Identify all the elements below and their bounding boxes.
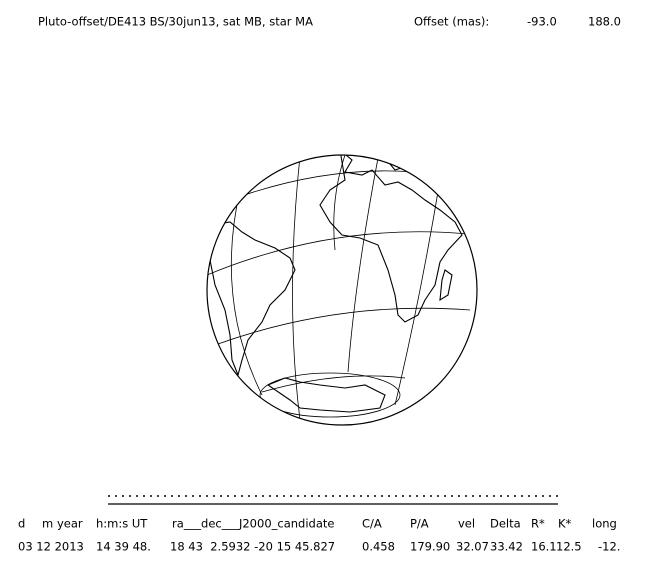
cell: 0.458 <box>362 540 395 554</box>
cell: 14 39 48. <box>96 540 151 554</box>
cell: 33.42 <box>490 540 523 554</box>
cell: 16.1 <box>531 540 557 554</box>
offset-label: Offset (mas): <box>414 15 489 29</box>
column-header: long <box>592 517 617 531</box>
column-header: d <box>18 517 25 531</box>
cell: 32.07 <box>456 540 489 554</box>
globe <box>206 154 478 426</box>
offset-value: -93.0 <box>527 15 557 29</box>
title: Pluto-offset/DE413 BS/30jun13, sat MB, s… <box>38 15 313 29</box>
column-header: ra___dec___J2000_candidate <box>172 517 334 531</box>
cell: 12.5 <box>556 540 582 554</box>
column-header: m <box>42 517 53 531</box>
cell: 03 12 2013 <box>18 540 84 554</box>
table: d m year h:m:s UT ra___dec___J2000_candidate… <box>18 517 620 554</box>
column-header: vel <box>458 517 475 531</box>
cell: 18 43 2.5932 -20 15 45.827 <box>170 540 335 554</box>
column-header: K* <box>558 517 572 531</box>
column-header: h:m:s UT <box>96 517 148 531</box>
offset-value: 188.0 <box>588 15 621 29</box>
column-header: Delta <box>490 517 521 531</box>
cell: 179.90 <box>410 540 450 554</box>
cell: -12. <box>598 540 620 554</box>
column-header: C/A <box>362 517 382 531</box>
column-header: P/A <box>410 517 429 531</box>
column-header: R* <box>531 517 545 531</box>
column-header: year <box>57 517 83 531</box>
